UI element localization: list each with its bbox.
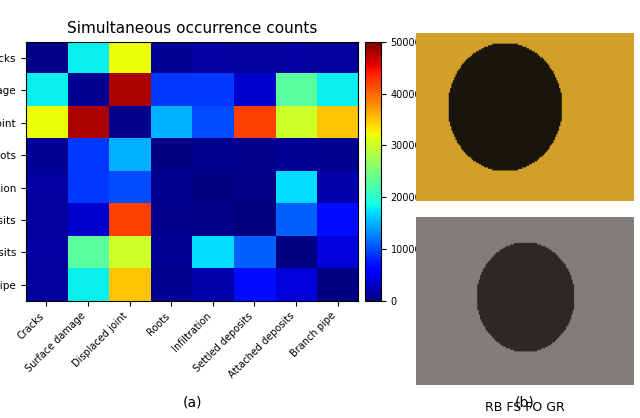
Title: Simultaneous occurrence counts: Simultaneous occurrence counts	[67, 21, 317, 36]
Text: RB OB FS OK: RB OB FS OK	[484, 217, 565, 230]
Text: (a): (a)	[182, 396, 202, 410]
Text: RB FS FO GR: RB FS FO GR	[485, 401, 564, 414]
Y-axis label: Counts: Counts	[427, 152, 437, 191]
Text: (b): (b)	[515, 396, 534, 410]
